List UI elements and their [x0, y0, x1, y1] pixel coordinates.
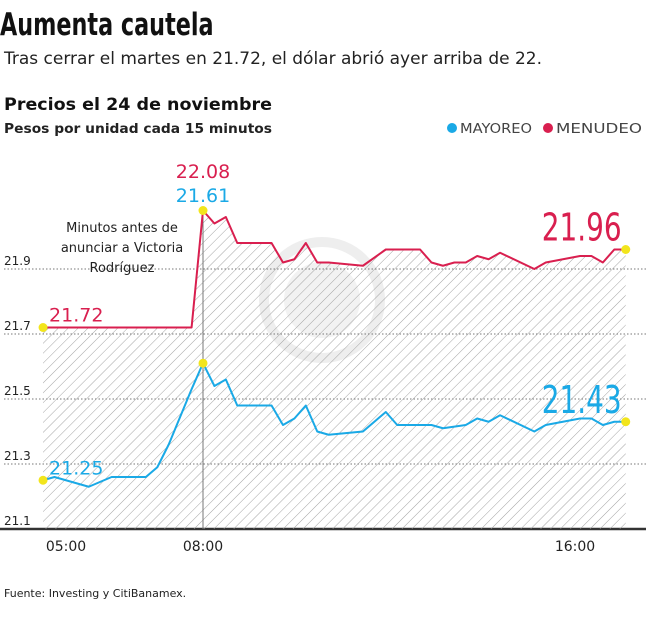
highlight-marker [198, 358, 208, 368]
hatched-area [43, 210, 626, 529]
y-tick-label: 21.7 [4, 319, 31, 333]
series-line-menudeo [43, 209, 626, 329]
x-tick-label: 05:00 [46, 539, 86, 555]
annotation-text: Rodríguez [90, 261, 155, 276]
legend-label-menudeo: MENUDEO [556, 122, 642, 137]
start-value-label: 21.72 [49, 305, 103, 327]
x-tick-label: 08:00 [183, 539, 223, 555]
legend: MAYOREO MENUDEO [447, 122, 642, 137]
highlight-marker [198, 206, 208, 215]
page-subtitle: Tras cerrar el martes en 21.72, el dólar… [3, 49, 542, 68]
y-tick-label: 21.9 [4, 254, 31, 268]
highlight-marker [38, 475, 48, 485]
legend-label-mayoreo: MAYOREO [460, 122, 532, 137]
page-title: Aumenta cautela [0, 7, 214, 43]
y-tick-label: 21.1 [4, 514, 31, 528]
legend-dot-menudeo [543, 123, 553, 133]
annotation-text: anunciar a Victoria [61, 241, 183, 256]
end-value-label: 21.96 [542, 206, 622, 250]
series-line-mayoreo [42, 362, 626, 488]
peak-value-label: 22.08 [176, 161, 230, 183]
x-tick-label: 16:00 [555, 539, 595, 555]
end-value-label: 21.43 [542, 378, 622, 422]
y-tick-label: 21.3 [4, 449, 31, 463]
source-note: Fuente: Investing y CitiBanamex. [4, 587, 186, 600]
peak-value-label: 21.61 [176, 185, 230, 207]
chart-subtitle: Pesos por unidad cada 15 minutos [4, 121, 272, 137]
start-value-label: 21.25 [49, 457, 103, 479]
y-tick-label: 21.5 [4, 384, 31, 398]
highlight-marker [38, 323, 48, 332]
highlight-marker [621, 417, 631, 427]
highlight-marker [621, 245, 631, 254]
chart-title: Precios el 24 de noviembre [4, 95, 272, 115]
annotation-text: Minutos antes de [66, 221, 178, 236]
legend-dot-mayoreo [447, 123, 457, 133]
